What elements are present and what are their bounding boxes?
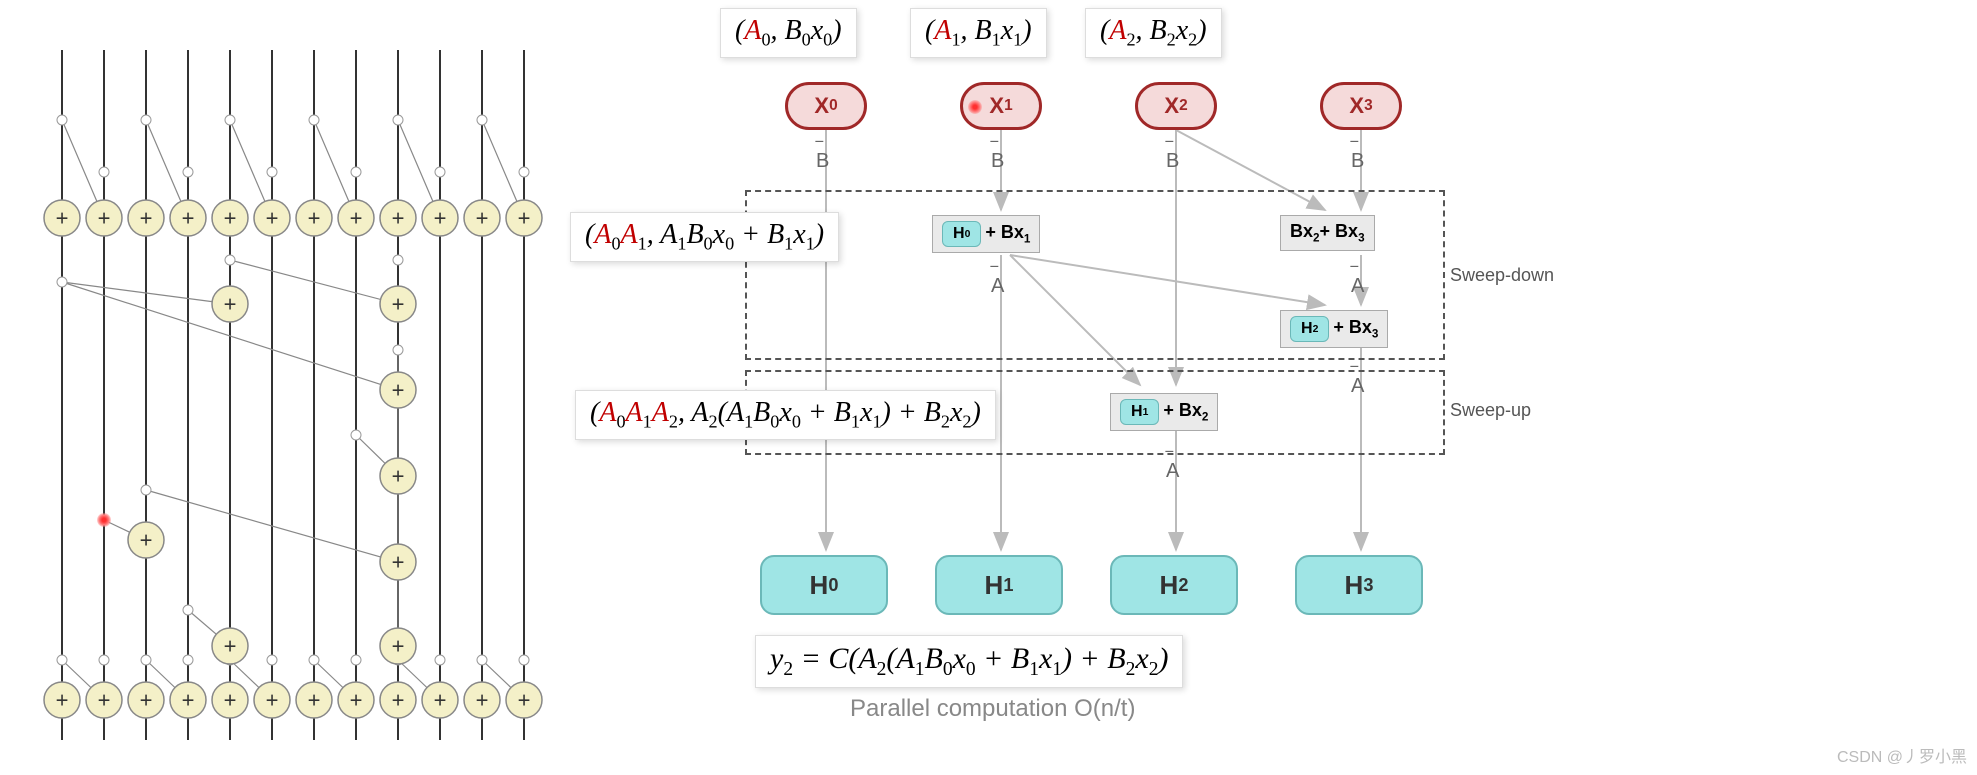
comp-box-0: H0 + Bx1 — [932, 215, 1040, 253]
svg-text:+: + — [434, 688, 447, 713]
svg-text:+: + — [308, 206, 321, 231]
comp-box-2: H2 + Bx3 — [1280, 310, 1388, 348]
bar-label-A-5: A — [1351, 275, 1364, 298]
side-label-0: Sweep-down — [1450, 265, 1554, 286]
svg-text:+: + — [476, 206, 489, 231]
svg-text:+: + — [224, 688, 237, 713]
x-node-3: X3 — [1320, 82, 1402, 130]
svg-text:+: + — [224, 206, 237, 231]
formula-output: y2 = C(A2(A1B0x0 + B1x1) + B2x2) — [755, 635, 1183, 688]
svg-text:+: + — [350, 688, 363, 713]
svg-text:+: + — [392, 292, 405, 317]
svg-text:+: + — [266, 206, 279, 231]
side-label-1: Sweep-up — [1450, 400, 1531, 421]
comp-box-1: Bx2+ Bx3 — [1280, 215, 1375, 251]
svg-text:+: + — [56, 206, 69, 231]
svg-text:+: + — [518, 688, 531, 713]
bar-label-A-7: A — [1166, 460, 1179, 483]
svg-text:+: + — [434, 206, 447, 231]
top-formula-0: (A0, B0x0) — [720, 8, 857, 58]
formula-step2: (A0A1A2, A2(A1B0x0 + B1x1) + B2x2) — [575, 390, 996, 440]
svg-text:+: + — [140, 528, 153, 553]
x-node-0: X0 — [785, 82, 867, 130]
svg-text:+: + — [308, 688, 321, 713]
bar-label-B-2: B — [1166, 150, 1179, 173]
x-node-2: X2 — [1135, 82, 1217, 130]
right-flow-diagram: X0X1X2X3 H0H1H2H3 (A0, B0x0)(A1, B1x1)(A… — [580, 0, 1955, 775]
bar-label-B-0: B — [816, 150, 829, 173]
svg-text:+: + — [224, 292, 237, 317]
svg-text:+: + — [518, 206, 531, 231]
svg-text:+: + — [182, 206, 195, 231]
svg-text:+: + — [476, 688, 489, 713]
svg-text:+: + — [182, 688, 195, 713]
top-formula-2: (A2, B2x2) — [1085, 8, 1222, 58]
svg-text:+: + — [266, 688, 279, 713]
red-marker-left — [97, 513, 111, 527]
svg-text:+: + — [224, 634, 237, 659]
watermark: CSDN @丿罗小黑 — [1837, 743, 1967, 767]
svg-text:+: + — [392, 206, 405, 231]
bar-label-A-4: A — [991, 275, 1004, 298]
left-svg: + + + + + + + + + + + + + + + + + + + + + + + + + + + + + + + + — [42, 50, 558, 740]
svg-text:+: + — [392, 634, 405, 659]
bar-label-B-1: B — [991, 150, 1004, 173]
h-node-3: H3 — [1295, 555, 1423, 615]
svg-text:+: + — [98, 206, 111, 231]
svg-text:+: + — [56, 688, 69, 713]
h-node-2: H2 — [1110, 555, 1238, 615]
h-node-1: H1 — [935, 555, 1063, 615]
svg-text:+: + — [392, 688, 405, 713]
comp-box-3: H1 + Bx2 — [1110, 393, 1218, 431]
svg-text:+: + — [350, 206, 363, 231]
caption: Parallel computation O(n/t) — [850, 695, 1135, 723]
red-marker-right — [968, 100, 982, 114]
left-network-diagram: + + + + + + + + + + + + + + + + + + + + + + + + + + + + + + + + — [42, 50, 558, 740]
bar-label-A-6: A — [1351, 375, 1364, 398]
h-node-0: H0 — [760, 555, 888, 615]
svg-text:+: + — [392, 550, 405, 575]
svg-text:+: + — [98, 688, 111, 713]
svg-text:+: + — [140, 688, 153, 713]
svg-text:+: + — [392, 464, 405, 489]
bar-label-B-3: B — [1351, 150, 1364, 173]
svg-text:+: + — [392, 378, 405, 403]
svg-text:+: + — [140, 206, 153, 231]
formula-step1: (A0A1, A1B0x0 + B1x1) — [570, 212, 839, 262]
top-formula-1: (A1, B1x1) — [910, 8, 1047, 58]
